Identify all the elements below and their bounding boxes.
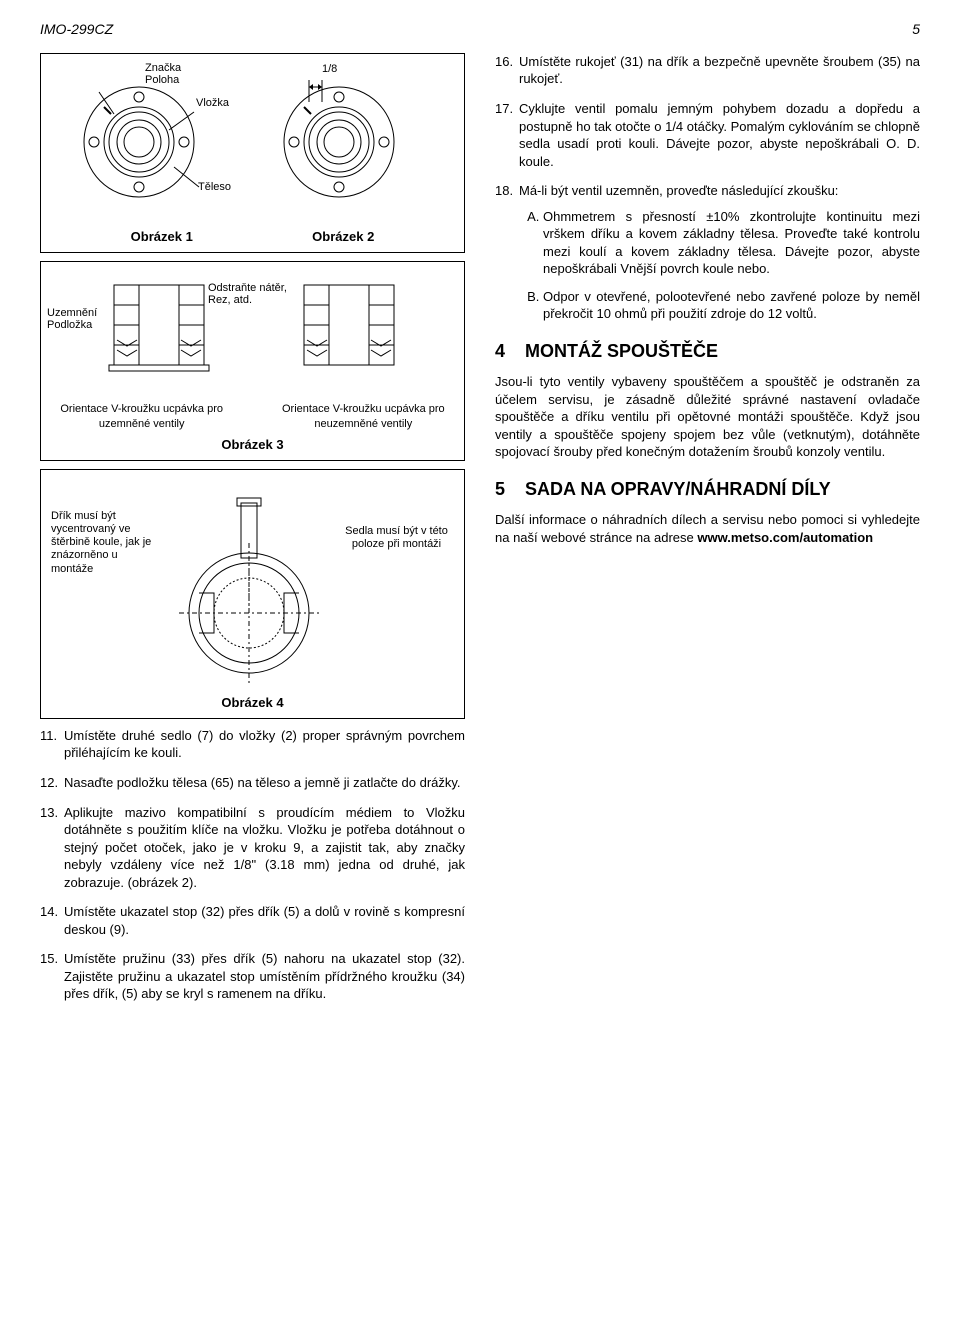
section-5-link: www.metso.com/automation <box>697 530 873 545</box>
section-5-body: Další informace o náhradních dílech a se… <box>495 511 920 546</box>
step-16: Umístěte rukojeť (31) na dřík a bezpečně… <box>495 53 920 88</box>
label-remove: Odstraňte nátěr, Rez, atd. <box>208 282 287 306</box>
step-14: Umístěte ukazatel stop (32) přes dřík (5… <box>40 903 465 938</box>
fig4-label-left: Dřík musí být vycentrovaný ve štěrbině k… <box>51 510 161 576</box>
doc-code: IMO-299CZ <box>40 20 113 39</box>
label-ground: Uzemnění Podložka <box>47 307 97 331</box>
fig4-caption: Obrázek 4 <box>41 694 464 712</box>
step-17: Cyklujte ventil pomalu jemným pohybem do… <box>495 100 920 170</box>
step-18a: Ohmmetrem s přesností ±10% zkontrolujte … <box>543 208 920 278</box>
step-18b: Odpor v otevřené, polootevřené nebo zavř… <box>543 288 920 323</box>
figure-1-2-box: ZnačkaPoloha Vložka Těleso 1/8 Obrázek 1… <box>40 53 465 253</box>
section-4-body: Jsou-li tyto ventily vybaveny spouštěčem… <box>495 373 920 461</box>
section-4-num: 4 <box>495 339 509 363</box>
figure-4-box: Dřík musí být vycentrovaný ve štěrbině k… <box>40 469 465 719</box>
section-5-title: SADA NA OPRAVY/NÁHRADNÍ DÍLY <box>525 477 831 501</box>
label-teleso: Těleso <box>198 180 231 195</box>
fig3-label-left: Orientace V-kroužku ucpávka pro uzemněné… <box>51 402 232 432</box>
fig2-caption: Obrázek 2 <box>312 228 374 246</box>
step-12: Nasaďte podložku tělesa (65) na těleso a… <box>40 774 465 792</box>
label-18: 1/8 <box>322 62 337 77</box>
section-5-num: 5 <box>495 477 509 501</box>
page-number: 5 <box>912 20 920 39</box>
step-18: Má-li být ventil uzemněn, proveďte násle… <box>495 182 920 323</box>
page-header: IMO-299CZ 5 <box>40 20 920 39</box>
step-15: Umístěte pružinu (33) přes dřík (5) naho… <box>40 950 465 1003</box>
fig3-caption: Obrázek 3 <box>41 436 464 454</box>
section-4-heading: 4 MONTÁŽ SPOUŠTĚČE <box>495 339 920 363</box>
step-18-sub: Ohmmetrem s přesností ±10% zkontrolujte … <box>543 208 920 323</box>
left-column: ZnačkaPoloha Vložka Těleso 1/8 Obrázek 1… <box>40 53 465 1015</box>
section-5-heading: 5 SADA NA OPRAVY/NÁHRADNÍ DÍLY <box>495 477 920 501</box>
label-vlozka: Vložka <box>196 96 229 111</box>
steps-right: Umístěte rukojeť (31) na dřík a bezpečně… <box>495 53 920 323</box>
fig3-label-right: Orientace V-kroužku ucpávka pro neuzemně… <box>273 402 454 432</box>
step-11: Umístěte druhé sedlo (7) do vložky (2) p… <box>40 727 465 762</box>
fig4-label-right: Sedla musí být v této poloze při montáži <box>339 525 454 551</box>
step-13: Aplikujte mazivo kompatibilní s proudící… <box>40 804 465 892</box>
steps-left: Umístěte druhé sedlo (7) do vložky (2) p… <box>40 727 465 1003</box>
figure-3-box: Uzemnění Podložka Odstraňte nátěr, Rez, … <box>40 261 465 461</box>
right-column: Umístěte rukojeť (31) na dřík a bezpečně… <box>495 53 920 1015</box>
figure-1-2-svg <box>49 62 449 212</box>
label-znacka-poloha: ZnačkaPoloha <box>145 62 181 86</box>
fig1-caption: Obrázek 1 <box>131 228 193 246</box>
section-4-title: MONTÁŽ SPOUŠTĚČE <box>525 339 718 363</box>
